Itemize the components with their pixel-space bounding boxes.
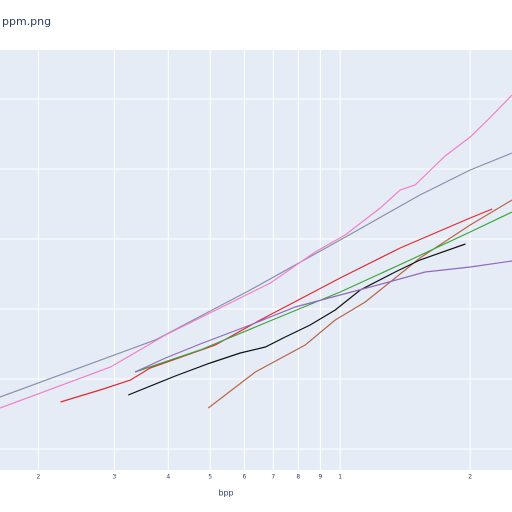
series-line <box>134 260 512 373</box>
x-tick-label: 5 <box>208 474 212 481</box>
x-tick-label: 1 <box>338 474 342 481</box>
x-axis-label: bpp <box>218 489 233 498</box>
series-line <box>128 243 466 396</box>
series-line <box>134 211 512 373</box>
x-tick-label: 4 <box>166 474 170 481</box>
x-tick-label: 7 <box>271 474 275 481</box>
x-tick-label: 2 <box>36 474 40 481</box>
grid <box>0 50 512 470</box>
series-line <box>0 152 512 398</box>
lines <box>0 94 512 409</box>
series-line <box>207 199 512 409</box>
x-tick-label: 2 <box>468 474 472 481</box>
x-tick-label: 9 <box>319 474 323 481</box>
chart-title: ppm.png <box>2 15 51 28</box>
series-line <box>0 94 512 409</box>
x-tick-label: 8 <box>296 474 300 481</box>
series-line <box>60 208 493 403</box>
plot-area <box>0 50 512 470</box>
x-tick-label: 6 <box>242 474 246 481</box>
x-tick-label: 3 <box>112 474 116 481</box>
